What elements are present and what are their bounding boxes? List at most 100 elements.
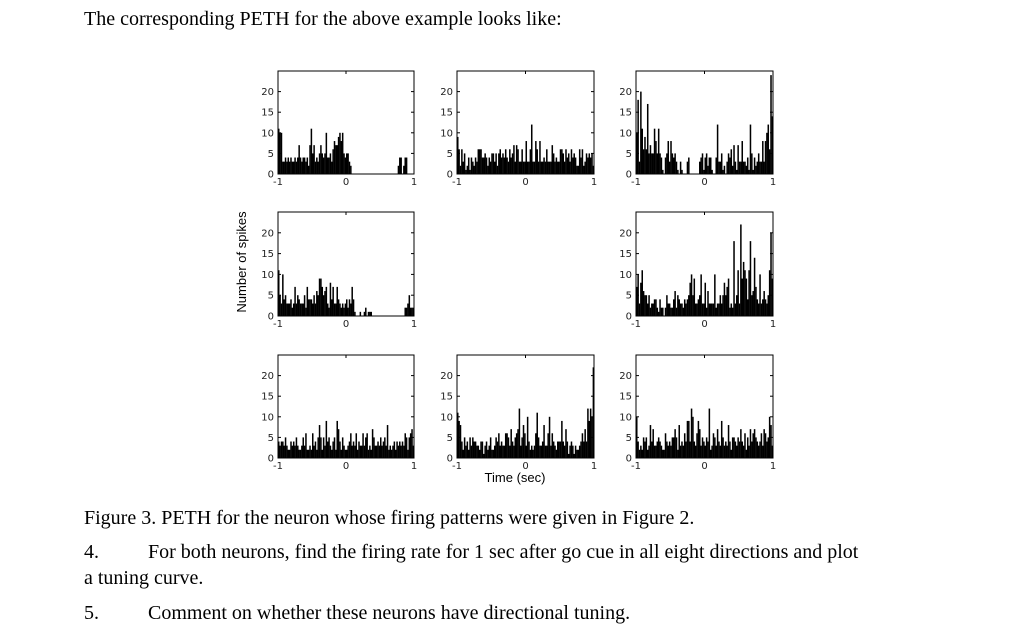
histogram-bar [403,165,405,174]
histogram-bar [688,420,690,458]
histogram-bar [757,303,760,316]
histogram-bar [646,103,649,174]
histogram-bar [339,441,341,458]
x-tick-label: 1 [770,319,776,330]
histogram-bar [689,282,691,316]
histogram-bar [738,441,741,458]
y-tick-label: 20 [261,371,274,382]
histogram-bar [313,295,315,316]
histogram-bar [339,303,341,316]
histogram-bar [659,153,661,174]
histogram-bar [693,441,696,458]
histogram-bar [408,295,411,316]
histogram-bar [347,307,349,316]
histogram-bar [359,311,362,316]
histogram-bar [574,157,577,174]
histogram-bar [655,299,657,316]
histogram-bar [592,367,595,458]
histogram-bar [307,299,310,316]
histogram-bar [316,291,318,316]
histogram-bar [336,286,338,316]
histogram-bar [638,303,641,316]
histogram-bar [288,303,291,316]
histogram-bar [686,420,689,458]
histogram-bar [511,153,514,174]
histogram-bar [745,165,748,174]
histogram-bar [332,441,334,458]
histogram-bar [544,445,547,458]
histogram-bar [746,437,749,458]
histogram-bar [528,441,530,458]
histogram-bar [458,420,460,458]
histogram-bar [563,445,566,458]
histogram-bar [714,274,716,316]
histogram-bar [530,445,533,458]
histogram-bar [708,408,711,458]
y-tick-label: 20 [619,87,632,98]
histogram-bar [347,445,349,458]
histogram-bar [737,437,739,458]
histogram-bar [657,437,660,458]
histogram-bar [767,437,770,458]
y-tick-label: 20 [619,228,632,239]
histogram-bar [705,437,708,458]
histogram-bar [287,157,290,174]
histogram-bar [533,445,536,458]
histogram-bar [679,445,682,458]
histogram-bar [524,161,526,174]
histogram-bar [554,161,556,174]
histogram-bar [682,307,685,316]
histogram-bar [518,408,521,458]
histogram-bar [738,161,741,174]
x-tick-label: -1 [631,177,641,188]
x-tick-label: -1 [273,319,283,330]
histogram-bar [763,161,765,174]
histogram-bar [397,165,400,174]
histogram-bar [463,153,466,174]
histogram-bar [771,445,774,458]
y-tick-label: 0 [626,312,632,323]
histogram-bar [335,303,337,316]
histogram-bar [476,161,478,174]
histogram-bar [352,441,355,458]
histogram-bar [759,441,761,458]
histogram-bar [491,449,493,458]
histogram-bar [343,445,345,458]
histogram-bar [325,420,328,458]
y-tick-label: 15 [619,249,632,260]
histogram-bar [278,270,280,316]
histogram-bar [412,445,415,458]
histogram-bar [316,157,318,174]
histogram-bar [514,161,517,174]
histogram-bar [503,445,506,458]
histogram-bar [378,445,381,458]
histogram-bar [500,441,503,458]
histogram-bar [703,169,705,174]
histogram-bar [337,136,340,174]
histogram-bar [370,311,372,316]
histogram-bar [487,165,489,174]
histogram-bar [768,416,771,458]
histogram-bar [655,445,657,458]
histogram-bar [367,311,370,316]
histogram-bar [646,303,649,316]
histogram-bar [693,278,696,316]
histogram-bar [278,441,280,458]
histogram-bar [674,153,676,174]
histogram-bar [737,145,739,174]
histogram-bar [331,299,333,316]
histogram-bar [337,429,340,458]
histogram-bar [499,445,501,458]
histogram-bar [485,157,488,174]
histogram-bar [755,437,757,458]
histogram-bar [651,441,653,458]
histogram-bar [401,441,404,458]
histogram-bar [699,295,701,316]
histogram-bar [731,165,734,174]
histogram-bar [572,157,574,174]
x-tick-label: 0 [701,461,707,472]
histogram-bar [480,149,482,174]
histogram-bar [666,295,668,316]
histogram-bar [730,303,733,316]
